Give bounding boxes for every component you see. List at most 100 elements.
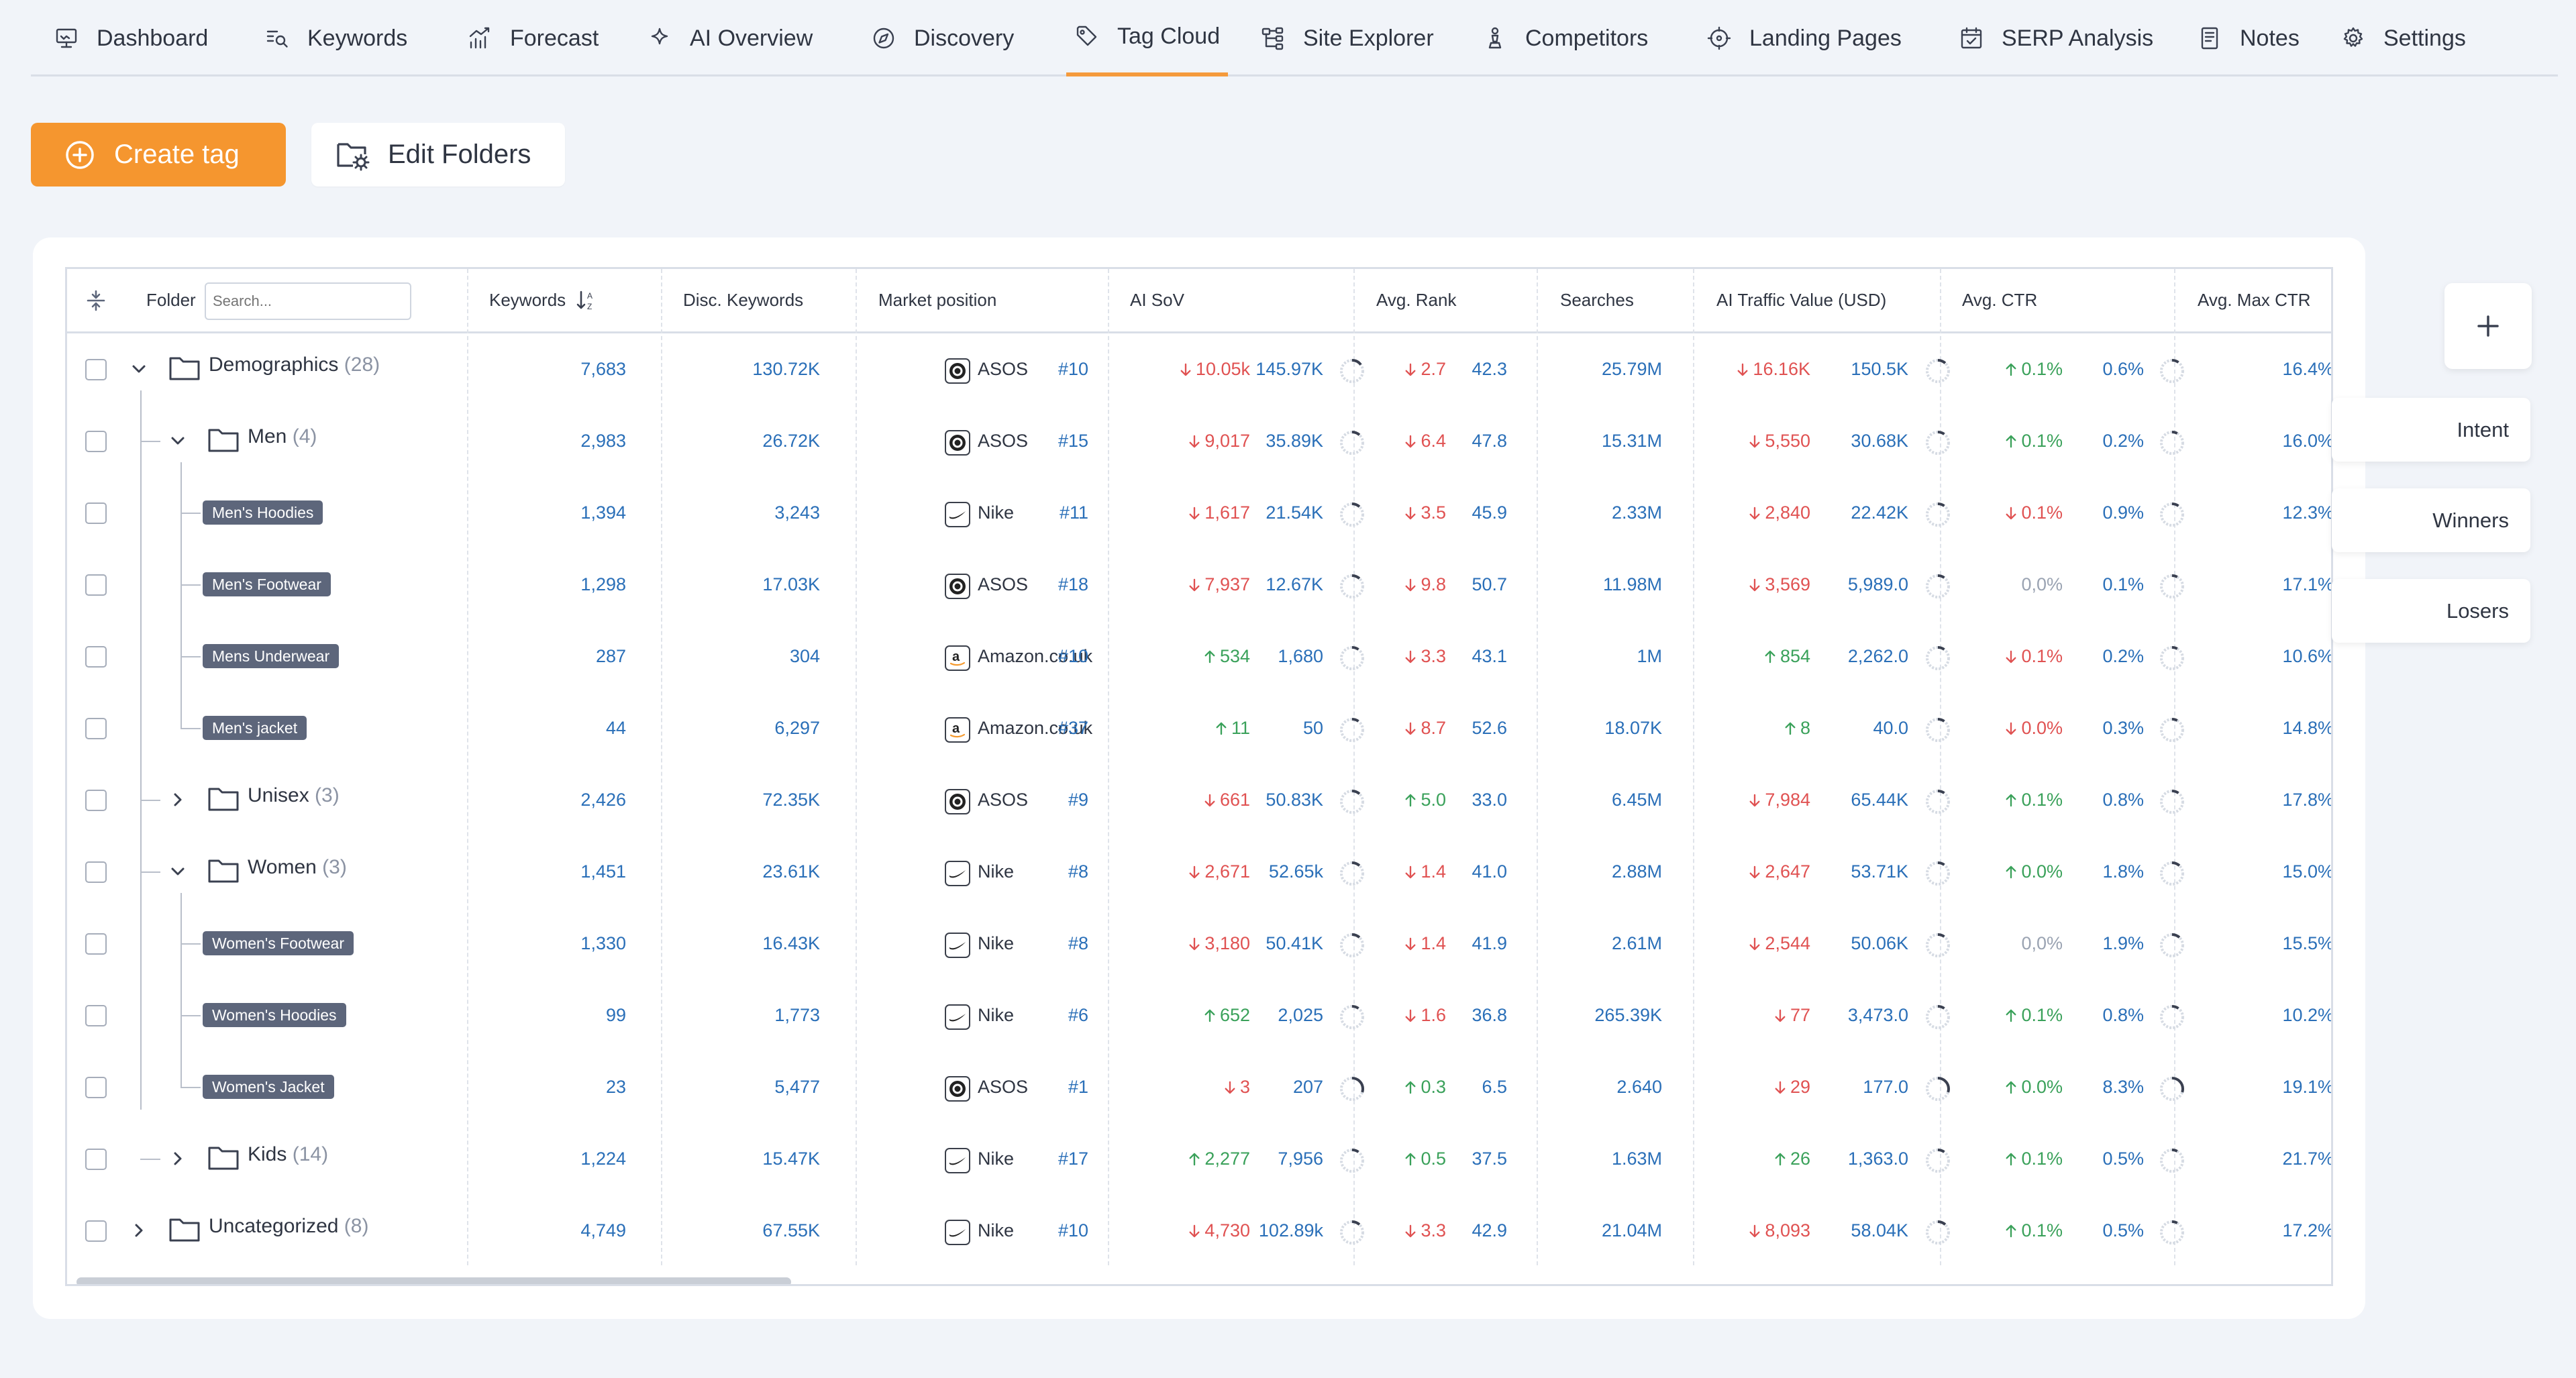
tab-site-explorer[interactable]: Site Explorer [1252,0,1442,76]
cell-rank: 42.9 [1472,1220,1507,1240]
header-keywords[interactable]: Keywords A Z [489,269,598,331]
cell-traffic-delta: 16.16K [1737,359,1810,380]
column-divider [467,269,468,1265]
header-market-position[interactable]: Market position [878,290,997,310]
tab-keywords[interactable]: Keywords [256,0,415,76]
header-avg-ctr[interactable]: Avg. CTR [1962,290,2038,310]
folder-name[interactable]: Unisex (3) [248,784,340,806]
header-searches[interactable]: Searches [1560,290,1634,310]
table-row[interactable]: Women's Hoodies 99 1,773 Nike #6 652 2,025 1.6 3… [67,979,2331,1051]
header-ai-traffic-value[interactable]: AI Traffic Value (USD) [1716,290,1887,310]
traffic-progress-ring [1924,573,1951,600]
tag-chip[interactable]: Mens Underwear [203,644,340,668]
ctr-progress-ring [2159,717,2185,743]
tab-settings[interactable]: Settings [2332,0,2474,76]
header-avg-rank[interactable]: Avg. Rank [1376,290,1457,310]
table-row[interactable]: Uncategorized (8) 4,749 67.55K Nike #10 4,730… [67,1195,2331,1267]
chevron-right-icon[interactable] [166,788,189,811]
tag-chip[interactable]: Men's Hoodies [203,500,323,525]
tag-chip[interactable]: Men's jacket [203,716,307,740]
table-row[interactable]: Women's Jacket 23 5,477 ASOS #1 3 207 0.3 6.5 2.6… [67,1051,2331,1123]
row-checkbox[interactable] [85,574,107,596]
ctr-progress-ring [2159,1004,2185,1030]
cell-traffic-value: 177.0 [1863,1077,1908,1097]
cell-rank-delta: 3.3 [1404,646,1446,667]
tab-tag-cloud[interactable]: Tag Cloud [1066,0,1229,76]
table-row[interactable]: Men's Footwear 1,298 17.03K ASOS #18 7,937 12.… [67,549,2331,621]
cell-traffic-delta: 8,093 [1749,1220,1810,1241]
folder-name[interactable]: Kids (14) [248,1143,329,1165]
folder-name[interactable]: Demographics (28) [209,354,380,376]
cell-traffic-value: 53.71K [1851,861,1908,882]
header-disc-keywords[interactable]: Disc. Keywords [683,290,804,310]
row-checkbox[interactable] [85,1077,107,1098]
row-checkbox[interactable] [85,1149,107,1170]
table-row[interactable]: Demographics (28) 7,683 130.72K ASOS #10 10.0… [67,333,2331,405]
cell-rank-delta: 5.0 [1404,790,1446,810]
tag-chip[interactable]: Men's Footwear [203,572,331,596]
row-checkbox[interactable] [85,861,107,883]
tab-forecast[interactable]: Forecast [459,0,607,76]
table-row[interactable]: Men's Hoodies 1,394 3,243 Nike #11 1,617 21.54… [67,477,2331,549]
table-row[interactable]: Men (4) 2,983 26.72K ASOS #15 9,017 35.89K 6.4 4… [67,405,2331,477]
row-checkbox[interactable] [85,1005,107,1026]
target-icon [1707,26,1731,50]
tab-ai-overview[interactable]: AI Overview [639,0,821,76]
table-row[interactable]: Kids (14) 1,224 15.47K Nike #17 2,277 7,956 0.5… [67,1123,2331,1195]
tab-discovery[interactable]: Discovery [863,0,1022,76]
tab-competitors[interactable]: Competitors [1474,0,1656,76]
chevron-down-icon[interactable] [166,860,189,883]
row-checkbox[interactable] [85,502,107,524]
tag-chip[interactable]: Women's Hoodies [203,1003,346,1027]
cell-brand-name: ASOS [978,1077,1029,1097]
header-ai-sov[interactable]: AI SoV [1130,290,1184,310]
row-checkbox[interactable] [85,431,107,452]
folder-name[interactable]: Women (3) [248,856,347,878]
chevron-down-icon[interactable] [166,429,189,452]
table-row[interactable]: Women's Footwear 1,330 16.43K Nike #8 3,180 50… [67,908,2331,979]
table-row[interactable]: Unisex (3) 2,426 72.35K ASOS #9 661 50.83K 5.0 3… [67,764,2331,836]
tab-notes[interactable]: Notes [2189,0,2308,76]
collapse-all-icon[interactable] [85,289,107,312]
amazon-logo-icon: a [945,717,970,743]
plus-icon [2477,315,2499,337]
cell-ctr: 0.8% [2102,790,2144,810]
tag-icon [1076,25,1097,46]
cell-sov: 52.65k [1268,861,1323,882]
horizontal-scrollbar[interactable] [76,1277,791,1284]
cell-max-ctr: 10.2% [2282,1005,2333,1025]
tag-chip[interactable]: Women's Footwear [203,931,354,955]
table-row[interactable]: Mens Underwear 287 304 a Amazon.co.uk #10 534 1… [67,621,2331,692]
cell-rank: 41.0 [1472,861,1507,882]
cell-ctr-delta: 0.0% [2005,718,2063,739]
cell-disc-keywords: 17.03K [762,574,820,594]
table-row[interactable]: Women (3) 1,451 23.61K Nike #8 2,671 52.65k 1.4… [67,836,2331,908]
create-tag-button[interactable]: Create tag [31,123,286,187]
side-tab-winners[interactable]: Winners [2332,488,2530,552]
row-checkbox[interactable] [85,359,107,380]
sort-icon[interactable]: A Z [575,289,598,312]
table-row[interactable]: Men's jacket 44 6,297 a Amazon.co.uk #37 11 50 8… [67,692,2331,764]
chevron-right-icon[interactable] [166,1147,189,1170]
folder-name[interactable]: Uncategorized (8) [209,1215,369,1237]
edit-folders-button[interactable]: Edit Folders [311,123,565,187]
cell-keywords: 2,426 [580,790,626,810]
chevron-down-icon[interactable] [127,358,150,380]
tab-dashboard[interactable]: Dashboard [46,0,216,76]
chevron-right-icon[interactable] [127,1219,150,1242]
add-panel-button[interactable] [2444,283,2532,369]
folder-search-input[interactable] [205,282,411,320]
row-checkbox[interactable] [85,646,107,668]
folder-name[interactable]: Men (4) [248,425,317,447]
tag-chip[interactable]: Women's Jacket [203,1075,334,1099]
row-checkbox[interactable] [85,933,107,955]
tab-serp-analysis[interactable]: SERP Analysis [1951,0,2161,76]
side-tab-losers[interactable]: Losers [2332,579,2530,643]
row-checkbox[interactable] [85,1220,107,1242]
cell-position: #17 [1058,1149,1088,1169]
tab-landing-pages[interactable]: Landing Pages [1698,0,1910,76]
side-tab-intent[interactable]: Intent [2332,398,2530,462]
row-checkbox[interactable] [85,718,107,739]
header-avg-max-ctr[interactable]: Avg. Max CTR [2198,290,2311,310]
row-checkbox[interactable] [85,790,107,811]
